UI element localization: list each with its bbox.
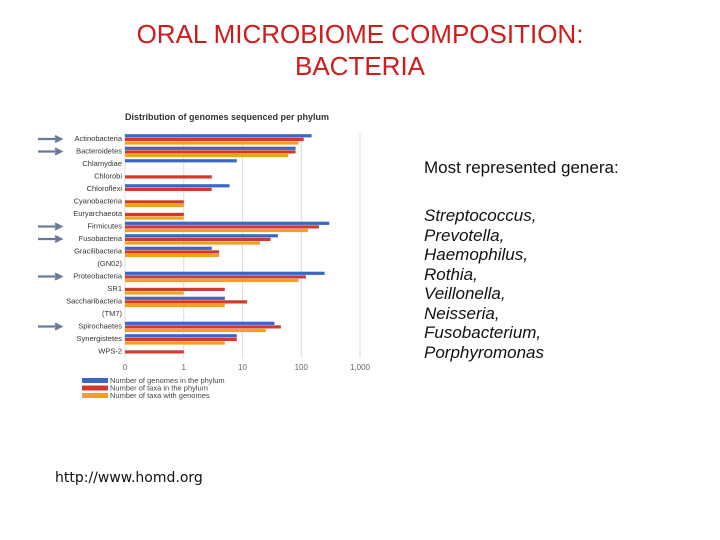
bar (125, 221, 330, 225)
bar (125, 250, 220, 254)
bar (125, 228, 308, 233)
genus-item: Streptococcus, (424, 206, 537, 225)
bar (125, 146, 296, 150)
bar (125, 334, 237, 338)
bar (125, 212, 184, 216)
pointer-arrow-icon (38, 147, 64, 156)
category-label: Spirochaetes (78, 322, 122, 331)
x-tick-label: 1 (182, 363, 187, 372)
bar (125, 237, 271, 241)
legend-label: Number of taxa with genomes (110, 391, 210, 400)
bar (125, 234, 278, 238)
genera-list: Streptococcus, Prevotella, Haemophilus, … (424, 206, 544, 362)
bar (125, 321, 275, 325)
genus-item: Haemophilus, (424, 245, 528, 264)
slide-title: ORAL MICROBIOME COMPOSITION: BACTERIA (0, 18, 720, 82)
bar (125, 241, 261, 245)
bar (125, 278, 299, 283)
genus-item: Fusobacterium, (424, 323, 542, 342)
category-label: (GN02) (97, 259, 122, 268)
bar (125, 341, 225, 345)
pointer-arrow-icon (38, 322, 64, 331)
bar (125, 300, 248, 304)
bar (125, 325, 281, 329)
category-label: Saccharibacteria (66, 297, 123, 306)
legend-swatch (82, 378, 108, 383)
slide-title-line-2: BACTERIA (294, 51, 426, 81)
category-label: Chlorobi (94, 172, 122, 181)
category-label: SR1 (107, 284, 122, 293)
phylum-genome-chart: Distribution of genomes sequenced per ph… (38, 112, 371, 400)
category-label: Cyanobacteria (74, 197, 123, 206)
bar (125, 296, 225, 300)
bar (125, 216, 184, 220)
bar (125, 291, 184, 295)
bar (125, 153, 289, 158)
genus-item: Neisseria, (424, 303, 500, 323)
bar (125, 271, 325, 275)
x-tick-label: 10 (238, 363, 247, 372)
pointer-arrow-icon (38, 272, 64, 281)
category-label: Actinobacteria (74, 134, 122, 143)
category-label: WPS-2 (98, 347, 122, 356)
legend-swatch (82, 393, 108, 398)
bar (125, 337, 237, 341)
category-label: (TM7) (102, 309, 122, 318)
category-label: Firmicutes (87, 222, 122, 231)
category-label: Gracilibacteria (74, 247, 123, 256)
bar (125, 150, 296, 154)
bar (125, 328, 266, 333)
bar (125, 246, 212, 250)
source-link[interactable]: http://www.homd.org (55, 470, 203, 486)
chart-title: Distribution of genomes sequenced per ph… (125, 112, 329, 122)
bar (125, 134, 312, 138)
bar (125, 200, 184, 204)
legend-swatch (82, 385, 108, 391)
bar (125, 159, 237, 163)
bar (125, 184, 230, 188)
x-tick-label: 0 (123, 363, 128, 372)
genus-item: Veillonella, (424, 284, 506, 303)
bar (125, 175, 212, 179)
category-label: Chloroflexi (87, 184, 123, 193)
bar (125, 275, 306, 279)
category-label: Synergistetes (77, 334, 123, 343)
genus-item: Rothia, (424, 264, 478, 284)
bar (125, 137, 304, 141)
bar (125, 287, 225, 291)
pointer-arrow-icon (38, 222, 64, 231)
bar (125, 225, 319, 229)
bar (125, 253, 220, 258)
x-tick-label: 1,000 (350, 363, 371, 372)
pointer-arrow-icon (38, 135, 64, 143)
category-label: Bacteroidetes (76, 147, 122, 156)
legend-label: Number of genomes in the phylum (110, 376, 225, 385)
slide-title-line-1: ORAL MICROBIOME COMPOSITION: (136, 19, 584, 49)
bar (125, 141, 299, 145)
category-label: Chlamydiae (82, 159, 122, 168)
category-label: Proteobacteria (73, 272, 123, 281)
legend-label: Number of taxa in the phylum (110, 384, 208, 393)
genus-item: Prevotella, (424, 225, 505, 245)
genus-item: Porphyromonas (424, 342, 545, 362)
category-label: Fusobacteria (79, 234, 123, 243)
pointer-arrow-icon (38, 235, 64, 243)
genera-heading: Most represented genera: (424, 158, 619, 177)
bar (125, 350, 184, 354)
bar (125, 303, 225, 308)
x-tick-label: 100 (295, 363, 309, 372)
bar (125, 187, 212, 191)
category-label: Euryarchaeota (73, 209, 123, 218)
bar (125, 203, 184, 208)
